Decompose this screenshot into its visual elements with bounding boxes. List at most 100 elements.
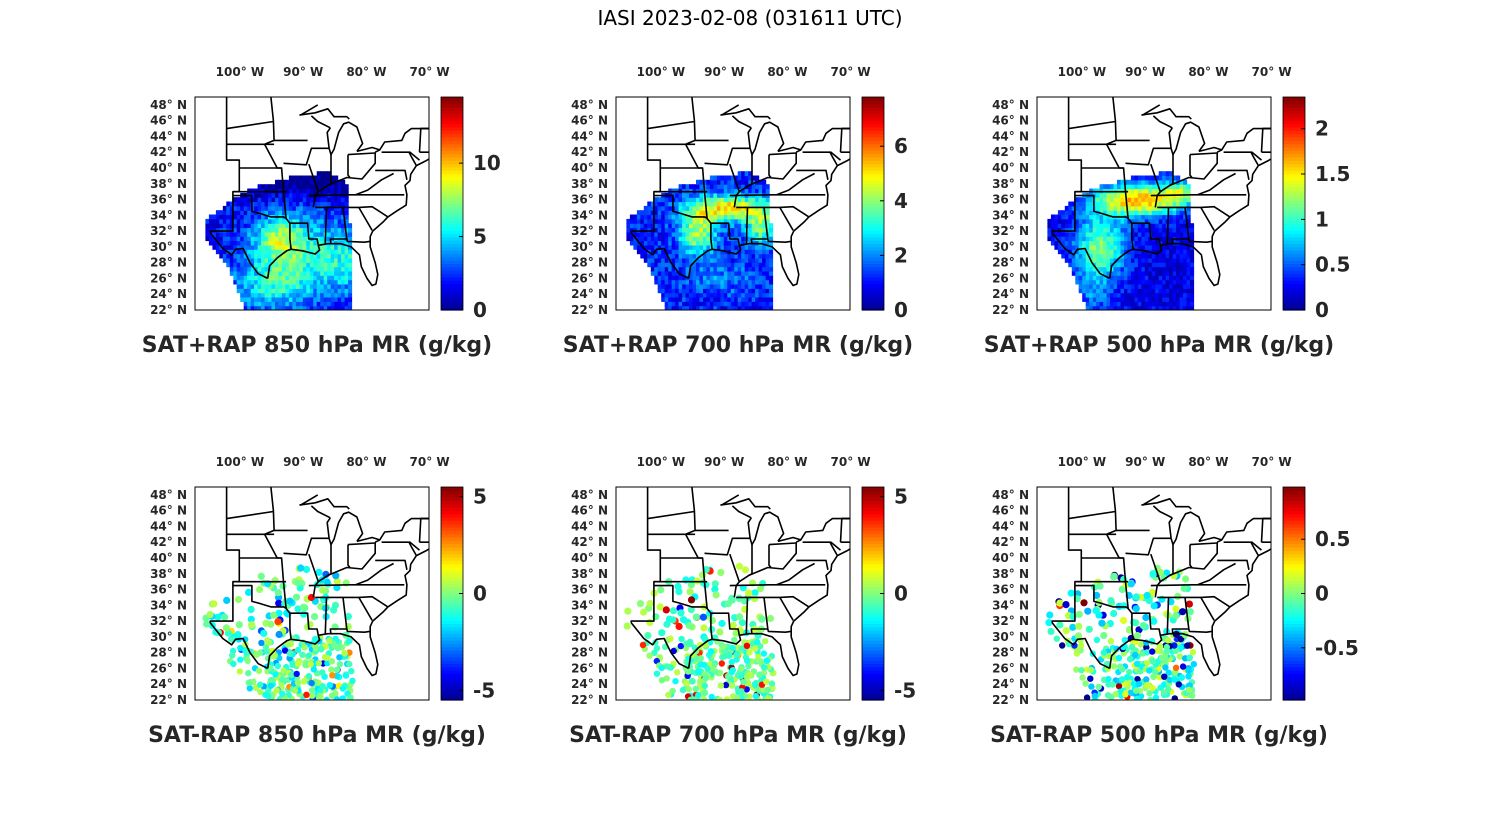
field-cell	[709, 270, 714, 276]
field-cell	[334, 223, 339, 229]
field-cell	[306, 279, 311, 285]
field-cell	[212, 240, 217, 246]
colorbar-segment	[441, 543, 463, 548]
field-cell	[703, 275, 708, 281]
field-cell	[668, 301, 673, 307]
field-cell	[278, 257, 283, 263]
diff-point	[679, 686, 687, 694]
lon-tick-label: 90° W	[704, 455, 744, 469]
field-cell	[292, 201, 297, 207]
colorbar-segment	[441, 593, 463, 598]
field-cell	[730, 262, 735, 268]
field-cell	[675, 305, 680, 310]
field-cell	[1110, 227, 1115, 233]
field-cell	[730, 227, 735, 233]
field-cell	[299, 288, 304, 294]
field-cell	[257, 184, 262, 190]
field-cell	[309, 253, 314, 259]
field-cell	[247, 301, 252, 307]
field-cell	[1130, 218, 1135, 224]
colorbar-segment	[441, 176, 463, 181]
field-cell	[1141, 305, 1146, 310]
field-cell	[1162, 301, 1167, 307]
field-cell	[1103, 288, 1108, 294]
field-cell	[257, 192, 262, 198]
field-cell	[1169, 244, 1174, 250]
colorbar-segment	[441, 513, 463, 518]
field-cell	[1162, 171, 1167, 177]
field-cell	[1124, 262, 1129, 268]
diff-point	[719, 653, 726, 661]
diff-point	[722, 681, 730, 689]
field-cell	[288, 288, 293, 294]
colorbar-segment	[1283, 163, 1305, 168]
field-cell	[629, 218, 634, 224]
field-cell	[1089, 305, 1094, 310]
field-cell	[1078, 218, 1083, 224]
colorbar-segment	[441, 123, 463, 128]
field-cell	[692, 297, 697, 302]
field-cell	[762, 201, 767, 207]
field-cell	[699, 266, 704, 272]
field-cell	[1106, 201, 1111, 207]
field-cell	[1117, 236, 1122, 242]
boundary-line	[721, 104, 740, 116]
field-cell	[1089, 231, 1094, 237]
field-cell	[1176, 201, 1181, 207]
diff-point	[245, 588, 253, 596]
field-cell	[741, 292, 746, 298]
field-cell	[723, 214, 728, 220]
diff-point	[328, 692, 336, 699]
field-cell	[257, 231, 262, 237]
field-cell	[762, 262, 767, 268]
field-cell	[1099, 270, 1104, 276]
field-cell	[762, 284, 767, 289]
field-cell	[1183, 301, 1188, 307]
diff-point	[765, 694, 772, 700]
field-cell	[282, 179, 287, 185]
field-cell	[1124, 236, 1129, 242]
field-cell	[1085, 275, 1090, 281]
field-cell	[1089, 223, 1094, 229]
field-cell	[654, 275, 659, 281]
field-cell	[1113, 201, 1118, 207]
field-cell	[278, 270, 283, 276]
field-cell	[685, 288, 690, 294]
colorbar-segment	[441, 590, 463, 595]
colorbar-segment	[1283, 300, 1305, 304]
field-cell	[261, 297, 266, 302]
field-cell	[282, 301, 287, 307]
colorbar-segment	[862, 300, 884, 304]
field-cell	[341, 179, 346, 185]
field-cell	[1113, 205, 1118, 211]
field-cell	[1130, 297, 1135, 302]
field-cell	[285, 188, 290, 194]
field-cell	[723, 244, 728, 250]
field-cell	[309, 218, 314, 224]
field-cell	[275, 275, 280, 281]
field-cell	[1110, 205, 1115, 211]
field-cell	[344, 227, 349, 233]
field-cell	[295, 275, 300, 281]
field-cell	[1089, 244, 1094, 250]
field-cell	[1130, 179, 1135, 185]
field-cell	[320, 253, 325, 259]
diff-point	[760, 664, 768, 671]
colorbar-segment	[1283, 183, 1305, 188]
field-cell	[1050, 223, 1055, 229]
colorbar-segment	[862, 180, 884, 185]
lat-tick-label: 40° N	[571, 551, 608, 565]
field-cell	[682, 301, 687, 307]
field-cell	[682, 292, 687, 298]
colorbar-segment	[862, 176, 884, 181]
boundary-line	[738, 152, 797, 193]
field-cell	[1054, 214, 1059, 220]
diff-point	[1186, 654, 1193, 661]
field-cell	[247, 305, 252, 310]
colorbar-segment	[862, 150, 884, 155]
diff-point	[1178, 674, 1186, 681]
field-cell	[1137, 257, 1142, 263]
field-cell	[1120, 192, 1125, 198]
field-cell	[250, 253, 255, 259]
field-cell	[316, 205, 321, 211]
